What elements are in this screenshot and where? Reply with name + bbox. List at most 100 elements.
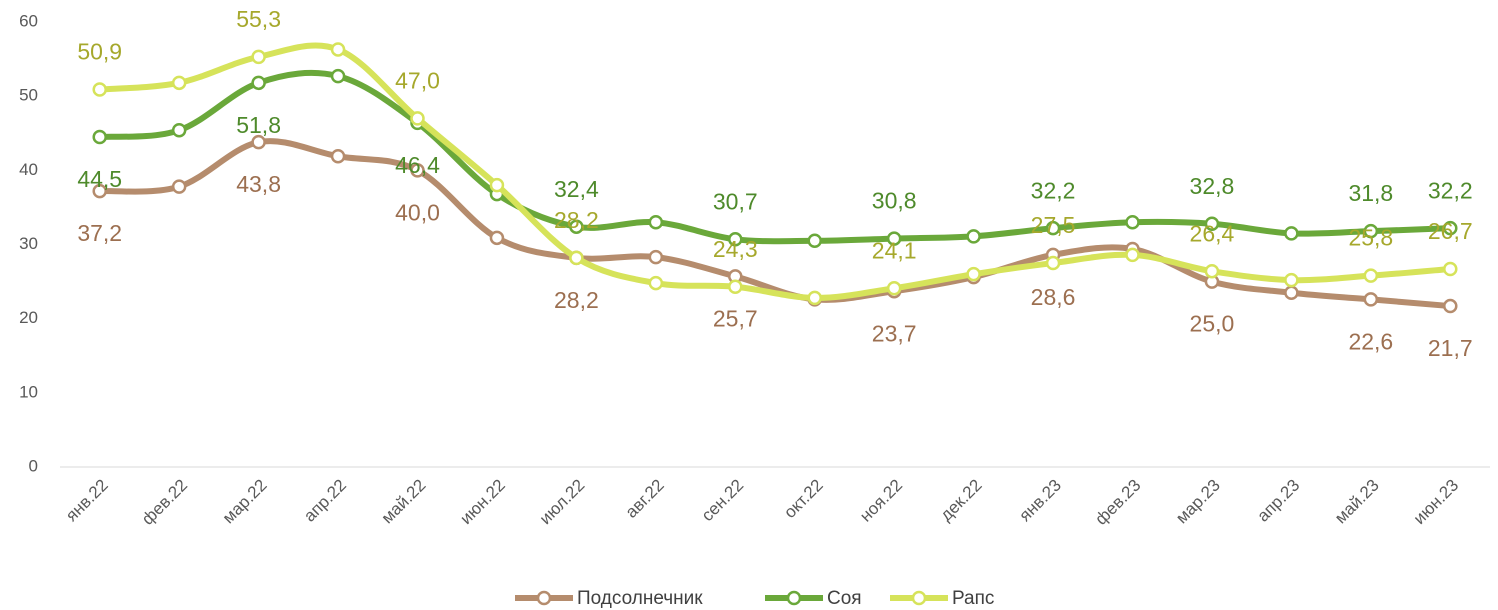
data-label: 25,7	[713, 305, 758, 331]
marker	[1443, 261, 1458, 277]
marker	[330, 148, 346, 164]
marker	[410, 163, 425, 178]
x-tick-label: окт.22	[780, 476, 826, 522]
x-tick-label: фев.23	[1091, 476, 1144, 529]
x-tick-label: мар.23	[1172, 476, 1224, 528]
line	[96, 42, 1454, 301]
marker	[1045, 220, 1061, 236]
marker	[1284, 226, 1299, 241]
x-tick-label: апр.23	[1253, 476, 1303, 526]
data-label: 21,7	[1428, 335, 1473, 361]
data-label: 40,0	[395, 199, 440, 225]
marker	[330, 68, 346, 84]
marker	[1125, 215, 1140, 230]
marker	[1363, 223, 1379, 239]
data-label: 47,0	[395, 67, 440, 93]
y-tick-label: 10	[19, 382, 38, 401]
y-tick-label: 40	[19, 160, 38, 179]
x-tick-label: апр.22	[300, 476, 350, 526]
marker	[92, 82, 107, 97]
data-label: 43,8	[236, 171, 281, 197]
y-tick-label: 50	[19, 86, 38, 105]
marker	[648, 215, 664, 230]
marker	[1284, 272, 1299, 288]
x-tick-label: сен.22	[698, 476, 747, 525]
marker	[410, 111, 425, 126]
legend-marker	[911, 590, 927, 606]
y-tick-label: 30	[19, 234, 38, 253]
marker	[886, 231, 902, 246]
marker	[251, 75, 266, 91]
x-tick-label: ноя.22	[856, 476, 906, 526]
marker	[807, 233, 822, 249]
legend-label: Рапс	[952, 588, 994, 609]
data-label: 31,8	[1348, 180, 1393, 206]
marker	[728, 279, 743, 295]
marker	[489, 177, 505, 193]
marker	[92, 129, 107, 145]
x-tick-label: июн.22	[456, 476, 509, 529]
data-label: 30,7	[713, 188, 758, 214]
data-label: 51,8	[236, 112, 281, 138]
x-tick-label: июн.23	[1410, 476, 1463, 529]
marker	[966, 229, 981, 244]
marker	[171, 123, 187, 138]
marker	[648, 249, 664, 265]
data-label: 25,8	[1348, 225, 1393, 251]
legend-marker	[786, 590, 802, 606]
marker	[1363, 268, 1379, 283]
y-tick-label: 20	[19, 308, 38, 327]
marker	[569, 219, 584, 234]
data-label: 37,2	[77, 220, 122, 246]
marker	[886, 281, 902, 296]
line	[96, 138, 1454, 310]
x-tick-label: янв.23	[1015, 476, 1065, 526]
data-label: 30,8	[872, 188, 917, 214]
legend-label: Соя	[827, 588, 862, 609]
data-label: 26,7	[1428, 218, 1473, 244]
marker	[251, 134, 266, 150]
x-tick-label: дек.22	[936, 476, 985, 525]
marker	[569, 250, 584, 266]
data-label: 23,7	[872, 320, 917, 346]
data-label: 44,5	[77, 166, 122, 192]
legend-label: Подсолнечник	[577, 588, 703, 609]
data-label: 46,4	[395, 152, 440, 178]
marker	[330, 42, 346, 57]
marker	[92, 183, 107, 199]
data-label: 32,2	[1031, 177, 1076, 203]
data-label: 22,6	[1348, 328, 1393, 354]
x-tick-label: авг.22	[622, 476, 668, 522]
y-tick-label: 0	[29, 456, 38, 475]
data-label: 50,9	[77, 39, 122, 65]
legend-marker	[536, 590, 552, 606]
data-label: 24,3	[713, 236, 758, 262]
x-tick-label: мар.22	[219, 476, 271, 528]
marker	[728, 232, 743, 247]
data-label: 32,2	[1428, 177, 1473, 203]
marker	[1443, 220, 1458, 236]
marker	[648, 275, 664, 291]
data-label: 26,4	[1190, 220, 1235, 246]
marker	[171, 179, 187, 194]
x-tick-label: июл.22	[536, 476, 589, 529]
marker	[1204, 263, 1220, 279]
x-tick-label: фев.22	[138, 476, 191, 529]
marker	[1284, 285, 1299, 300]
marker	[1443, 298, 1458, 314]
x-tick-label: май.22	[378, 476, 430, 528]
data-label: 25,0	[1190, 311, 1235, 337]
marker	[1125, 247, 1140, 263]
x-tick-label: май.23	[1331, 476, 1383, 528]
marker	[1363, 292, 1379, 307]
data-label: 32,8	[1190, 173, 1235, 199]
marker	[1204, 216, 1220, 231]
x-tick-label: янв.22	[62, 476, 112, 526]
y-tick-label: 60	[19, 11, 38, 30]
data-label: 27,5	[1031, 212, 1076, 238]
data-label: 28,2	[554, 207, 599, 233]
data-label: 55,3	[236, 6, 281, 32]
marker	[251, 49, 266, 65]
data-label: 32,4	[554, 176, 599, 202]
